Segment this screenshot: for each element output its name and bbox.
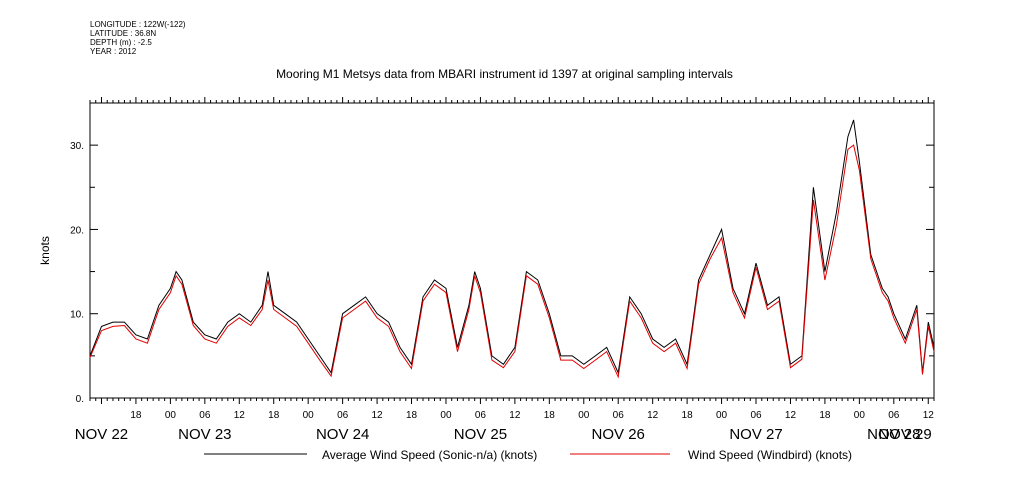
x-hour-label: 12: [234, 410, 246, 421]
x-hour-label: 06: [337, 410, 349, 421]
x-date-label: NOV 28: [867, 426, 920, 443]
x-hour-label: 00: [165, 410, 177, 421]
chart-title: Mooring M1 Metsys data from MBARI instru…: [276, 67, 733, 81]
x-date-label: NOV 22: [75, 426, 128, 443]
y-tick-label: 0.: [76, 394, 84, 405]
y-tick-label: 10.: [70, 310, 84, 321]
x-hour-label: 06: [750, 410, 762, 421]
x-hour-label: 06: [613, 410, 625, 421]
x-hour-label: 12: [785, 410, 797, 421]
year-text: YEAR : 2012: [90, 47, 137, 56]
x-hour-label: 18: [268, 410, 280, 421]
x-date-label: NOV 24: [316, 426, 369, 443]
longitude-text: LONGITUDE : 122W(-122): [90, 20, 186, 29]
x-hour-label: 18: [819, 410, 831, 421]
x-hour-label: 00: [578, 410, 590, 421]
x-hour-label: 00: [854, 410, 866, 421]
x-date-label: NOV 26: [592, 426, 645, 443]
y-axis-label: knots: [38, 236, 52, 265]
series-line-1: [89, 119, 935, 375]
x-date-label: NOV 23: [178, 426, 231, 443]
plot-frame: [89, 102, 935, 399]
depth-text: DEPTH (m) : -2.5: [90, 38, 152, 47]
x-hour-label: 18: [406, 410, 418, 421]
latitude-text: LATITUDE : 36.8N: [90, 29, 157, 38]
x-hour-label: 06: [199, 410, 211, 421]
x-date-label: NOV 25: [454, 426, 507, 443]
x-hour-label: 00: [716, 410, 728, 421]
x-hour-label: 00: [440, 410, 452, 421]
legend-label-2: Wind Speed (Windbird) (knots): [688, 448, 852, 462]
legend-label-1: Average Wind Speed (Sonic-n/a) (knots): [322, 448, 537, 462]
x-hour-label: 12: [647, 410, 659, 421]
x-hour-label: 12: [923, 410, 935, 421]
series-line-2: [89, 144, 935, 379]
x-date-label: NOV 27: [729, 426, 782, 443]
x-hour-label: 12: [372, 410, 384, 421]
x-hour-label: 18: [130, 410, 142, 421]
x-hour-label: 18: [682, 410, 694, 421]
y-tick-label: 30.: [70, 141, 84, 152]
x-hour-label: 18: [544, 410, 556, 421]
x-hour-label: 12: [509, 410, 521, 421]
y-tick-label: 20.: [70, 225, 84, 236]
x-date-label: NOV 29: [878, 426, 931, 443]
x-hour-label: 06: [475, 410, 487, 421]
metadata-block: LONGITUDE : 122W(-122) LATITUDE : 36.8N …: [90, 20, 186, 56]
x-hour-label: 06: [888, 410, 900, 421]
x-hour-label: 00: [303, 410, 315, 421]
